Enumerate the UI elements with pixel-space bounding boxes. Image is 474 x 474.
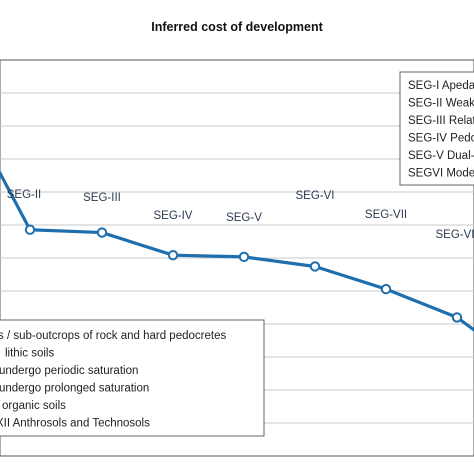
data-point [238, 251, 250, 263]
category-label: SEG-VII [365, 209, 407, 221]
legend-entry: s / sub-outcrops of rock and hard pedocr… [0, 330, 226, 342]
legend-entry: SEG-III Relat [408, 115, 474, 127]
point-labels: SEG-II SEG-III SEG-IV SEG-V SEG-VI SEG-VII SEG… [7, 189, 474, 241]
data-point [451, 312, 463, 323]
data-point [24, 224, 36, 235]
series-line [0, 169, 474, 332]
legend-entry: SEG-I Apeda [408, 80, 474, 92]
legend-upper: SEG-I Apeda SEG-II Weak SEG-III Relat SEG-I… [399, 71, 474, 186]
legend-box [0, 319, 265, 437]
legend-entry: SEGVI Mode [408, 168, 474, 180]
legend-entry: SEG-V Dual- [408, 150, 474, 162]
category-label: SEG-II [7, 189, 42, 201]
category-label: SEG-VI [436, 229, 474, 241]
category-label: SEG-VI [296, 190, 335, 202]
category-label: SEG-IV [154, 210, 193, 222]
legend-entry: SEG-IV Pedoc [408, 133, 474, 145]
legend-entry: undergo periodic saturation [0, 365, 138, 377]
legend-entry: lithic soils [5, 348, 54, 360]
data-point [309, 261, 321, 272]
category-label: SEG-V [226, 212, 262, 224]
data-point [96, 227, 108, 238]
data-point [167, 249, 179, 261]
legend-entry: SEG-II Weak [408, 98, 474, 110]
legend-lower: s / sub-outcrops of rock and hard pedocr… [0, 319, 265, 437]
legend-box [399, 71, 474, 186]
legend-entry: organic soils [2, 400, 66, 412]
category-label: SEG-III [83, 192, 121, 204]
legend-entry: XII Anthrosols and Technosols [0, 418, 150, 430]
data-point [380, 283, 392, 295]
legend-entry: undergo prolonged saturation [0, 383, 149, 395]
chart-title: Inferred cost of development [151, 20, 323, 34]
